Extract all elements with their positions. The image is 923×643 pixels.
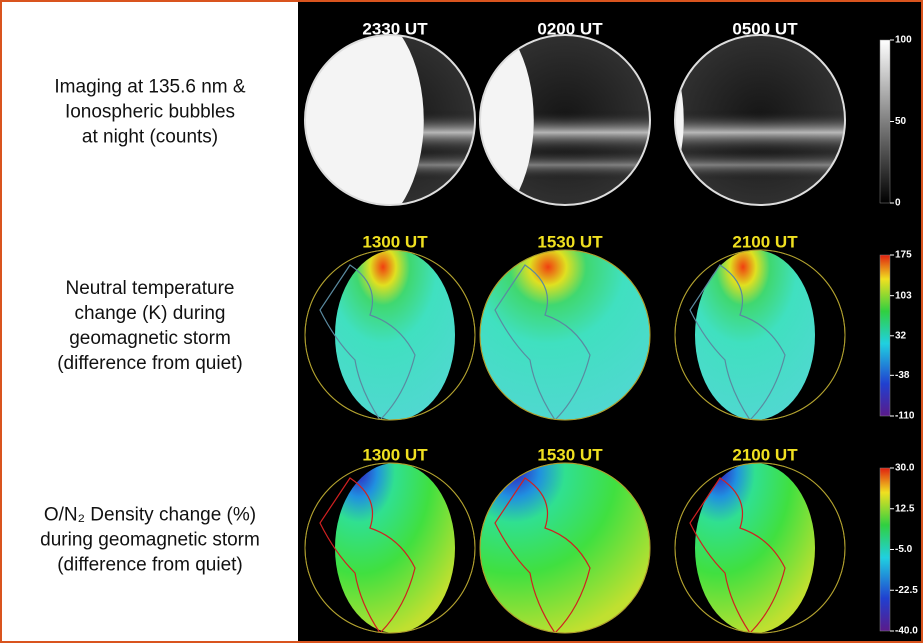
time-label: 2100 UT bbox=[732, 445, 798, 464]
colorbar-label: 50 bbox=[895, 116, 907, 127]
globe-data bbox=[335, 250, 455, 420]
colorbar bbox=[880, 40, 890, 203]
colorbar-label: 175 bbox=[895, 250, 912, 261]
figure: Imaging at 135.6 nm & Ionospheric bubbles… bbox=[0, 0, 923, 643]
colorbar bbox=[880, 255, 890, 416]
row-label: (difference from quiet) bbox=[57, 555, 243, 576]
row-label: Neutral temperature bbox=[66, 278, 235, 299]
row-label: change (K) during bbox=[74, 303, 225, 324]
row-label: during geomagnetic storm bbox=[40, 530, 260, 551]
colorbar-label: -38 bbox=[895, 370, 910, 381]
bubble-band bbox=[675, 110, 845, 155]
time-label: 1530 UT bbox=[537, 445, 603, 464]
colorbar-label: -110 bbox=[895, 411, 915, 422]
globe bbox=[480, 250, 650, 420]
row-label: at night (counts) bbox=[82, 127, 218, 148]
colorbar-label: 32 bbox=[895, 330, 907, 341]
globe-data bbox=[480, 250, 650, 420]
time-label: 2100 UT bbox=[732, 232, 798, 251]
colorbar-label: 30.0 bbox=[895, 463, 915, 474]
row-label: geomagnetic storm bbox=[69, 328, 231, 349]
row-label: Imaging at 135.6 nm & bbox=[54, 77, 245, 98]
colorbar-label: -40.0 bbox=[895, 626, 918, 637]
globe-data bbox=[335, 463, 455, 633]
bubble-band bbox=[675, 150, 845, 180]
time-label: 1300 UT bbox=[362, 445, 428, 464]
colorbar-label: 103 bbox=[895, 290, 912, 301]
colorbar-label: -5.0 bbox=[895, 544, 913, 555]
colorbar-label: 12.5 bbox=[895, 503, 915, 514]
time-label: 1300 UT bbox=[362, 232, 428, 251]
globe-data bbox=[480, 463, 650, 633]
row-label: O/N₂ Density change (%) bbox=[44, 505, 256, 526]
colorbar-label: 0 bbox=[895, 198, 901, 209]
colorbar-label: 100 bbox=[895, 35, 912, 46]
time-label: 1530 UT bbox=[537, 232, 603, 251]
colorbar bbox=[880, 468, 890, 631]
globe bbox=[480, 463, 650, 633]
colorbar-label: -22.5 bbox=[895, 585, 918, 596]
row-label: (difference from quiet) bbox=[57, 353, 243, 374]
row-label: Ionospheric bubbles bbox=[65, 102, 235, 123]
